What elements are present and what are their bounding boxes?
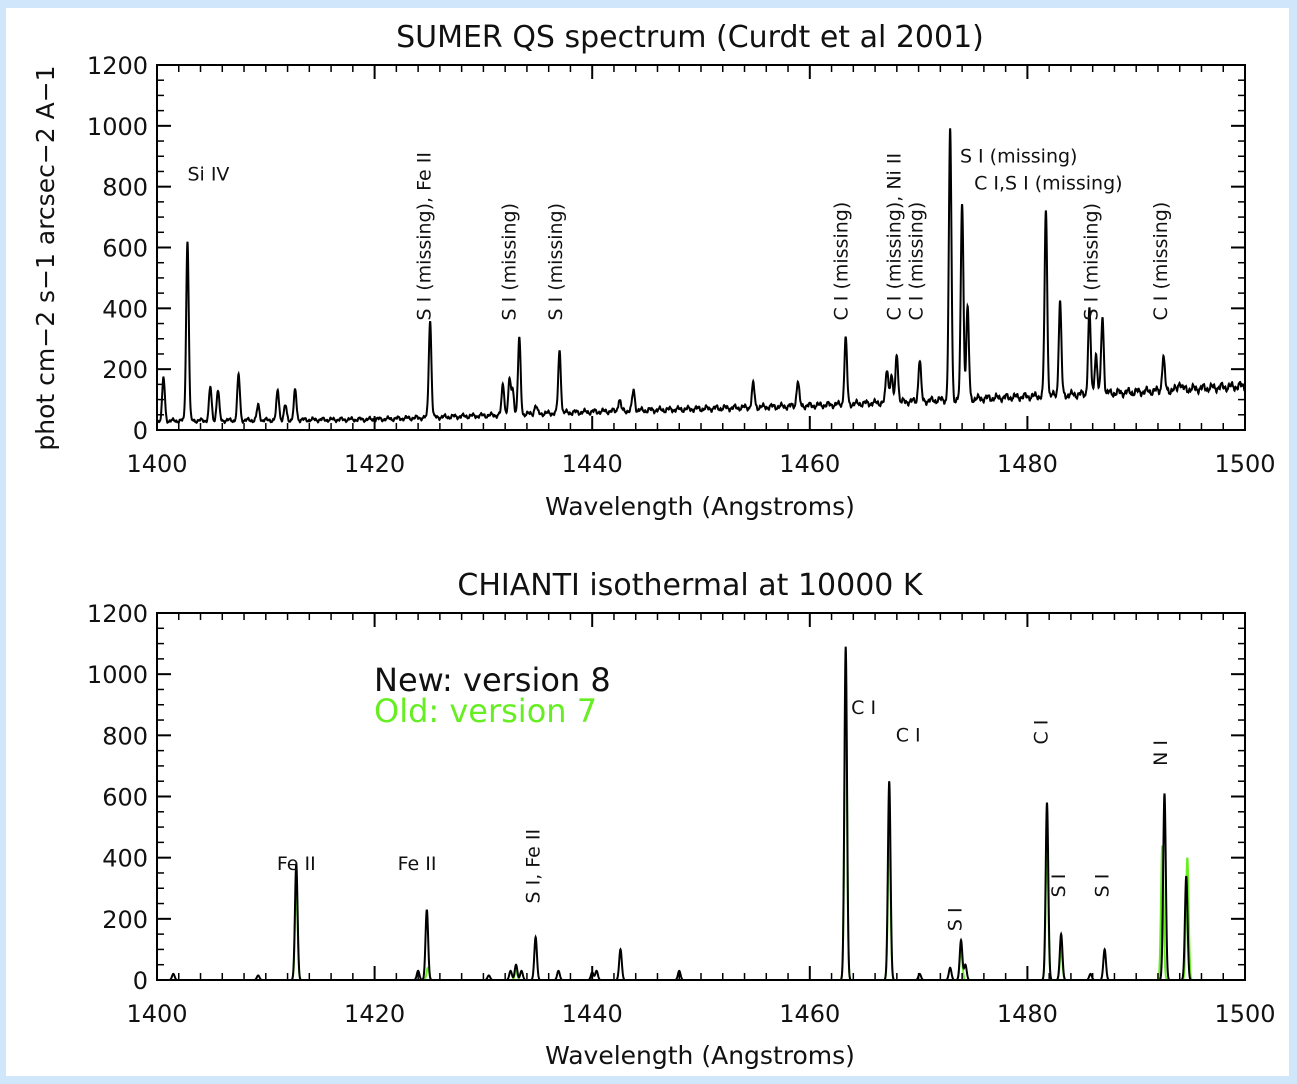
panel-title: CHIANTI isothermal at 10000 K [457,568,924,603]
line-annotation: Si IV [187,164,229,186]
line-annotation: C I,S I (missing) [974,173,1122,195]
x-tick-label: 1420 [344,450,405,478]
x-tick-label: 1420 [344,1000,405,1028]
line-annotation: S I (missing) [1081,203,1103,321]
x-axis-label: Wavelength (Angstroms) [545,492,855,521]
line-annotation: C I (missing) [830,202,852,321]
x-tick-label: 1400 [126,450,187,478]
line-annotation: C I [851,697,876,719]
y-tick-label: 1000 [87,113,148,141]
y-axis-label: phot cm−2 s−1 arcsec−2 A−1 [31,65,60,450]
x-tick-label: 1440 [562,450,623,478]
x-tick-label: 1500 [1214,450,1275,478]
line-annotation: S I, Fe II [522,829,544,904]
x-tick-label: 1500 [1214,1000,1275,1028]
line-annotation: S I [1091,874,1113,898]
x-tick-label: 1480 [997,450,1058,478]
plot-area-frame [156,612,1246,981]
chianti-spectrum-panel: CHIANTI isothermal at 10000 K Wavelength… [87,568,1276,1070]
line-annotation: N I [1150,740,1172,766]
legend-new-version: New: version 8 [374,661,611,699]
y-tick-label: 1000 [87,661,148,689]
y-tick-label: 400 [102,295,148,323]
y-tick-label: 600 [102,784,148,812]
spectrum-line [157,128,1245,425]
legend-old-version: Old: version 7 [374,692,597,730]
line-annotation: S I (missing) [498,203,520,321]
y-tick-label: 0 [133,417,148,445]
x-axis-label: Wavelength (Angstroms) [545,1041,855,1070]
x-tick-label: 1480 [997,1000,1058,1028]
y-tick-label: 800 [102,722,148,750]
y-tick-label: 600 [102,235,148,263]
y-tick-label: 200 [102,906,148,934]
y-tick-label: 0 [133,967,148,995]
line-annotation: Fe II [277,853,316,875]
line-annotation: C I [896,724,921,746]
line-annotation: C I (missing) [1150,202,1172,321]
line-annotation: Fe II [398,853,437,875]
y-tick-label: 200 [102,356,148,384]
line-annotation: S I [1048,874,1070,898]
panel-title: SUMER QS spectrum (Curdt et al 2001) [396,20,984,55]
x-tick-label: 1400 [126,1000,187,1028]
line-annotation: C I [1031,720,1053,745]
line-annotation: S I (missing) [545,203,567,321]
line-annotation: S I [945,907,967,931]
line-annotation: C I (missing), Ni II [884,153,906,321]
line-annotation: S I (missing), Fe II [414,152,436,320]
series-new-version-line [157,646,1245,980]
series-old-version-line [157,674,1245,980]
x-tick-label: 1460 [779,450,840,478]
x-tick-label: 1460 [779,1000,840,1028]
y-tick-label: 400 [102,845,148,873]
y-tick-label: 1200 [87,600,148,628]
y-tick-label: 800 [102,174,148,202]
figure-frame [6,8,1289,1076]
x-tick-label: 1440 [562,1000,623,1028]
y-tick-label: 1200 [87,52,148,80]
line-annotation: C I (missing) [905,202,927,321]
sumer-spectrum-panel: SUMER QS spectrum (Curdt et al 2001) Wav… [87,20,1276,521]
line-annotation: S I (missing) [960,145,1078,167]
